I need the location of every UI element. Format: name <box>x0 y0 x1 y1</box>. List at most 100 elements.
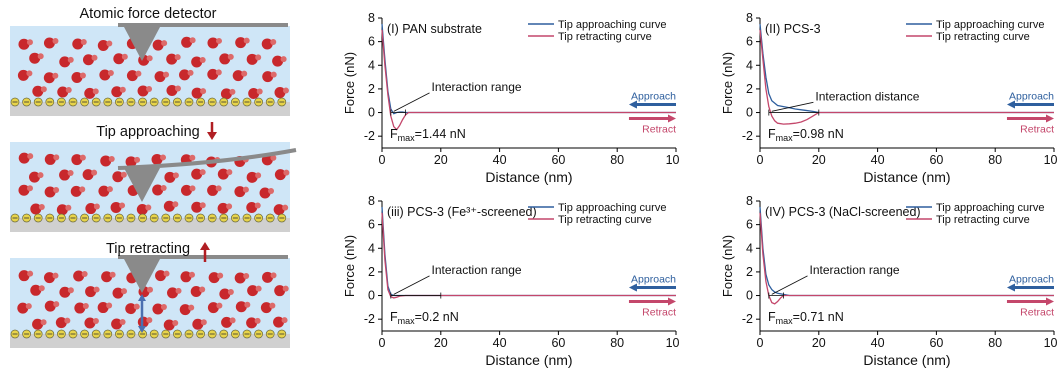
particle-core <box>71 154 83 166</box>
x-tick-label: 40 <box>871 153 885 167</box>
x-tick-label: 80 <box>988 153 1002 167</box>
salt-particle <box>235 301 251 313</box>
particle-satellite <box>229 317 236 324</box>
salt-particle <box>57 86 72 98</box>
particle-core <box>246 53 258 65</box>
salt-particle <box>272 55 287 67</box>
y-tick-label: 4 <box>368 58 375 72</box>
particle-satellite <box>119 202 126 209</box>
particle-satellite <box>145 204 152 211</box>
particle-satellite <box>243 37 250 44</box>
afm-tip <box>124 27 160 61</box>
x-tick-label: 100 <box>666 336 680 350</box>
particle-core <box>262 271 274 283</box>
particle-satellite <box>189 154 196 161</box>
particle-satellite <box>244 301 251 308</box>
salt-particle <box>72 38 87 50</box>
chart-pcs3-nacl-screened: 0 20 40 60 80 100 -2 0 2 4 6 8 Distance (nm) Force (n… <box>720 194 1058 368</box>
salt-particle <box>246 202 261 214</box>
schematic-panel-2 <box>10 142 297 232</box>
particle-satellite <box>26 185 33 192</box>
particle-core <box>166 85 178 97</box>
adhesion-arrow-head-up <box>138 294 146 301</box>
salt-particle <box>30 284 45 296</box>
salt-particle <box>56 204 72 216</box>
retract-arrow-label: Retract <box>642 124 676 136</box>
salt-particle <box>71 72 86 84</box>
salt-particle <box>246 171 262 183</box>
salt-particle <box>167 287 182 299</box>
legend-label-retract: Tip retracting curve <box>936 31 1030 43</box>
particle-satellite <box>52 72 59 79</box>
x-tick-label: 80 <box>610 153 624 167</box>
particle-core <box>191 168 203 180</box>
particle-satellite <box>215 69 222 76</box>
y-tick-label: -2 <box>742 312 753 326</box>
particle-satellite <box>79 154 86 161</box>
chart-pcs3-fe-screened: 0 20 40 60 80 100 -2 0 2 4 6 8 Distance (nm) Force (n… <box>342 194 680 368</box>
x-tick-label: 80 <box>610 336 624 350</box>
particle-satellite <box>64 317 71 324</box>
retract-arrow-label: Retract <box>1020 124 1054 136</box>
particle-satellite <box>243 272 250 279</box>
salt-particle <box>191 201 206 213</box>
y-axis-label: Force (nN) <box>720 52 735 114</box>
particle-satellite <box>53 186 60 193</box>
particle-satellite <box>107 69 114 76</box>
x-axis-label: Distance (nm) <box>863 352 950 368</box>
salt-particle <box>246 53 262 65</box>
salt-particle <box>155 270 170 282</box>
particle-satellite <box>216 302 223 309</box>
salt-particle <box>98 185 113 197</box>
particle-satellite <box>52 37 59 44</box>
particle-satellite <box>67 170 74 177</box>
particle-satellite <box>241 70 248 77</box>
salt-particle <box>192 318 207 330</box>
particle-satellite <box>280 56 287 63</box>
particle-core <box>163 200 175 212</box>
particle-satellite <box>147 286 154 293</box>
particle-satellite <box>172 172 179 179</box>
y-tick-label: 2 <box>368 265 375 279</box>
salt-particle <box>246 317 261 329</box>
particle-core <box>191 201 203 213</box>
particle-core <box>29 171 41 183</box>
particle-satellite <box>188 271 195 278</box>
legend-label-approach: Tip approaching curve <box>558 19 666 31</box>
particle-core <box>18 184 30 196</box>
particle-satellite <box>215 37 222 44</box>
particle-core <box>32 318 44 330</box>
y-tick-label: 6 <box>368 218 375 232</box>
retract-curve <box>759 29 1054 125</box>
particle-core <box>55 317 67 329</box>
particle-core <box>44 186 56 198</box>
particle-core <box>208 272 220 284</box>
salt-particle <box>274 285 289 297</box>
particle-satellite <box>174 54 181 61</box>
salt-particle <box>82 169 98 181</box>
particle-satellite <box>227 288 234 295</box>
x-axis-label: Distance (nm) <box>485 169 572 185</box>
retract-arrowhead <box>668 297 676 306</box>
particle-core <box>207 37 219 49</box>
salt-particle <box>219 53 234 65</box>
particle-satellite <box>146 55 153 62</box>
particle-satellite <box>92 88 99 95</box>
particle-core <box>17 302 29 314</box>
particle-satellite <box>106 302 113 309</box>
particle-satellite <box>199 202 206 209</box>
salt-particle <box>247 285 262 297</box>
particle-satellite <box>187 69 194 76</box>
particle-core <box>154 71 166 83</box>
y-tick-label: 0 <box>746 289 753 303</box>
retract-arrowhead <box>1046 297 1054 306</box>
y-axis-label: Force (nN) <box>720 235 735 297</box>
particle-core <box>56 204 68 216</box>
particle-core <box>110 201 122 213</box>
particle-satellite <box>67 56 74 63</box>
salt-particle <box>17 69 33 81</box>
salt-particle <box>234 272 250 284</box>
particle-core <box>152 303 164 315</box>
particle-satellite <box>226 203 233 210</box>
panel-title: (I) PAN substrate <box>387 22 482 36</box>
